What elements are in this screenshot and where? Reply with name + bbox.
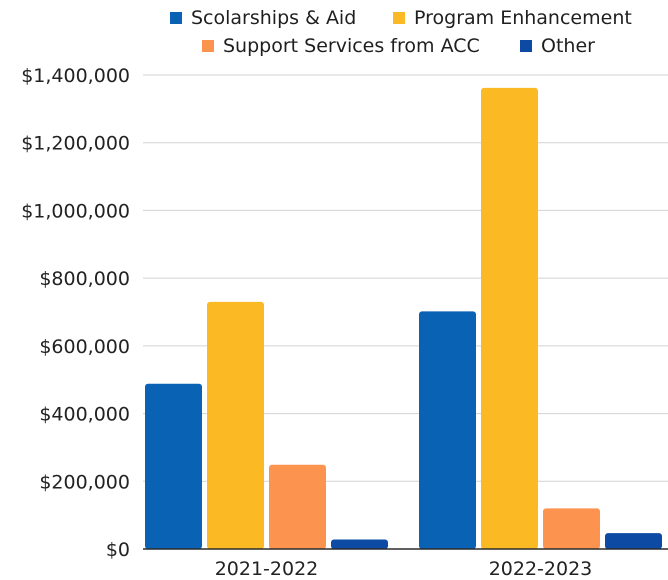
bar-1-1 xyxy=(481,87,538,549)
y-tick-label: $0 xyxy=(106,539,130,561)
bar-0-1 xyxy=(207,301,264,549)
bar-1-2 xyxy=(543,508,600,549)
legend-label: Scolarships & Aid xyxy=(191,7,357,29)
bar-0-3 xyxy=(331,539,388,549)
y-tick-label: $1,200,000 xyxy=(21,133,130,155)
legend-label: Other xyxy=(541,35,595,57)
y-tick-label: $1,000,000 xyxy=(21,200,130,222)
legend: Scolarships & Aid Program Enhancement Su… xyxy=(0,0,668,62)
x-category-label: 2021-2022 xyxy=(215,558,319,580)
legend-label: Support Services from ACC xyxy=(223,35,480,57)
legend-item-other: Other xyxy=(520,35,595,57)
legend-swatch-icon xyxy=(202,40,214,52)
y-tick-label: $400,000 xyxy=(39,404,130,426)
x-category-label: 2022-2023 xyxy=(489,558,593,580)
y-axis: $0 $200,000 $400,000 $600,000 $800,000 $1,000… xyxy=(21,65,130,561)
legend-item-program-enhancement: Program Enhancement xyxy=(393,7,632,29)
bar-0-2 xyxy=(269,464,326,549)
bars xyxy=(145,87,662,549)
legend-item-support-services: Support Services from ACC xyxy=(202,35,480,57)
bar-0-0 xyxy=(145,383,202,549)
y-tick-label: $200,000 xyxy=(39,471,130,493)
x-axis: 2021-2022 2022-2023 xyxy=(143,548,668,580)
bar-1-0 xyxy=(419,311,476,549)
legend-swatch-icon xyxy=(170,12,182,24)
bar-1-3 xyxy=(605,533,662,549)
legend-swatch-icon xyxy=(520,40,532,52)
legend-swatch-icon xyxy=(393,12,405,24)
y-tick-label: $800,000 xyxy=(39,268,130,290)
legend-label: Program Enhancement xyxy=(414,7,632,29)
y-tick-label: $600,000 xyxy=(39,336,130,358)
y-tick-label: $1,400,000 xyxy=(21,65,130,87)
legend-item-scolarships-aid: Scolarships & Aid xyxy=(170,7,356,29)
